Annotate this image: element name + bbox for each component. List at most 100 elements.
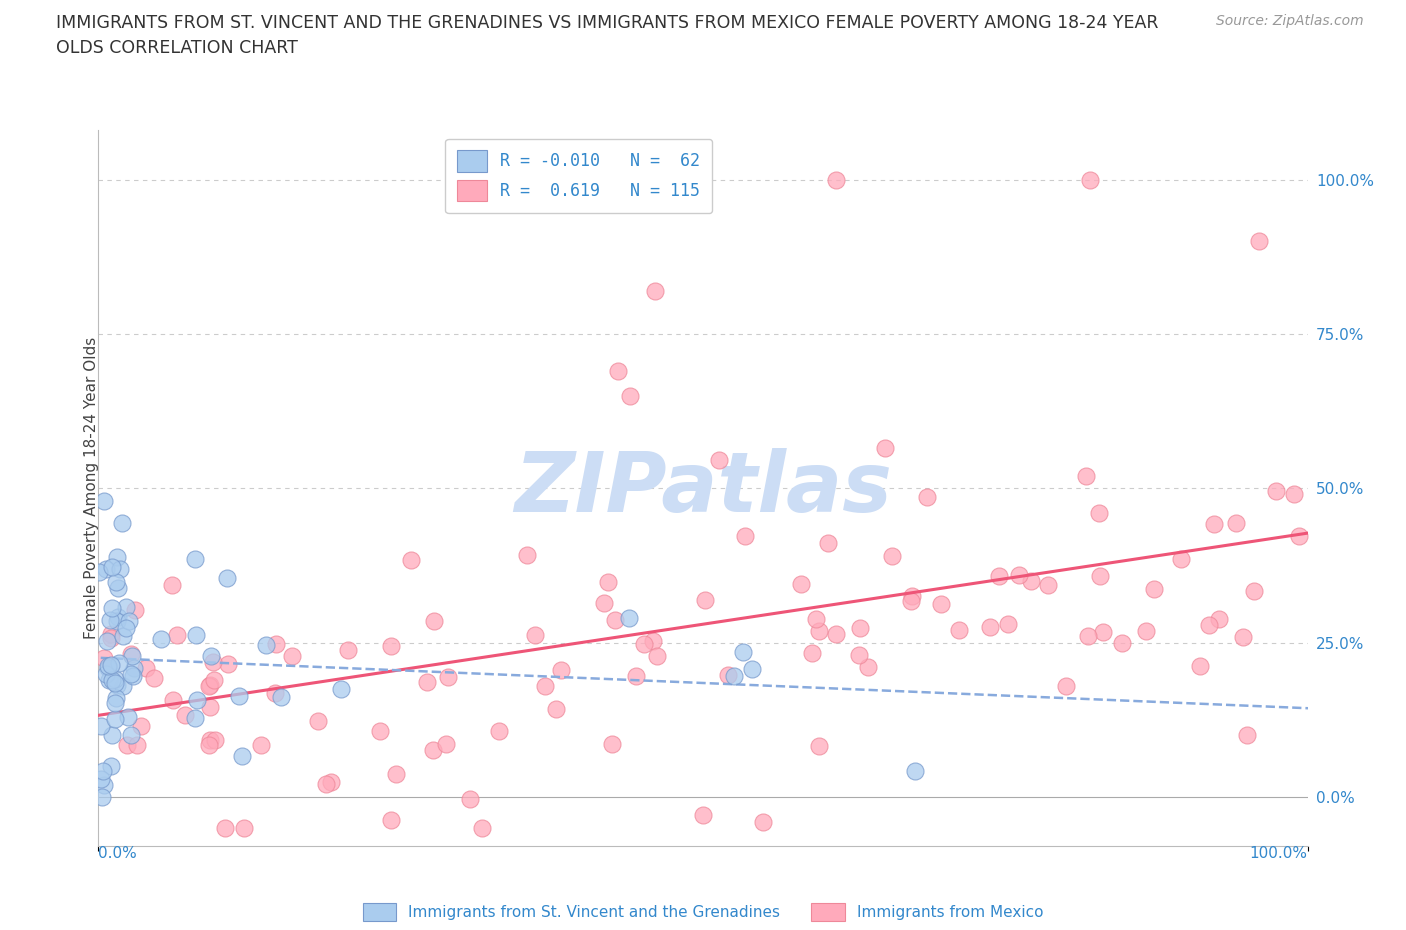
Point <box>550 662 572 677</box>
Point <box>111 515 134 530</box>
Point <box>104 711 127 726</box>
Point <box>1091 624 1114 639</box>
Point <box>380 639 402 654</box>
Point <box>741 662 763 677</box>
Point <box>307 713 329 728</box>
Point <box>107 581 129 596</box>
Point <box>1264 484 1286 498</box>
Point <box>997 617 1019 631</box>
Point <box>100 631 122 645</box>
Legend: Immigrants from St. Vincent and the Grenadines, Immigrants from Mexico: Immigrants from St. Vincent and the Gren… <box>357 897 1049 927</box>
Text: 0.0%: 0.0% <box>98 846 138 861</box>
Point <box>856 659 879 674</box>
Point <box>1008 568 1031 583</box>
Point <box>101 672 124 687</box>
Point <box>516 547 538 562</box>
Point <box>186 693 208 708</box>
Point <box>107 614 129 629</box>
Point <box>217 656 239 671</box>
Point <box>100 759 122 774</box>
Point <box>107 609 129 624</box>
Point <box>98 612 121 627</box>
Point <box>198 679 221 694</box>
Point <box>105 550 128 565</box>
Point <box>108 656 131 671</box>
Point <box>1088 568 1111 583</box>
Point <box>101 728 124 743</box>
Point <box>100 560 122 575</box>
Point <box>336 643 359 658</box>
Point <box>89 565 111 579</box>
Point <box>254 637 277 652</box>
Point <box>90 719 112 734</box>
Point <box>1111 635 1133 650</box>
Point <box>101 601 124 616</box>
Point <box>471 820 494 835</box>
Point <box>97 658 120 673</box>
Point <box>162 693 184 708</box>
Point <box>695 592 717 607</box>
Point <box>460 791 482 806</box>
Point <box>723 669 745 684</box>
Point <box>596 574 619 589</box>
Point <box>124 603 146 618</box>
Point <box>330 682 353 697</box>
Point <box>1142 581 1164 596</box>
Point <box>848 647 870 662</box>
Point <box>120 667 142 682</box>
Point <box>734 528 756 543</box>
Point <box>173 708 195 723</box>
Point <box>600 737 623 751</box>
Point <box>399 553 422 568</box>
Point <box>198 678 221 693</box>
Point <box>91 790 114 804</box>
Text: Source: ZipAtlas.com: Source: ZipAtlas.com <box>1216 14 1364 28</box>
Point <box>1243 583 1265 598</box>
Point <box>198 700 221 715</box>
Point <box>93 777 115 792</box>
Point <box>184 551 207 566</box>
Point <box>184 628 207 643</box>
Point <box>90 772 112 787</box>
Point <box>129 719 152 734</box>
Point <box>228 688 250 703</box>
Point <box>105 691 128 706</box>
Point <box>817 536 839 551</box>
Point <box>118 614 141 629</box>
Point <box>1078 172 1101 187</box>
Point <box>104 675 127 690</box>
Point <box>96 633 118 648</box>
Point <box>544 702 567 717</box>
Text: 100.0%: 100.0% <box>1250 846 1308 861</box>
Point <box>603 613 626 628</box>
Point <box>1232 630 1254 644</box>
Point <box>825 172 848 187</box>
Point <box>198 732 221 747</box>
Point <box>111 629 134 644</box>
Point <box>806 611 828 626</box>
Point <box>321 774 343 789</box>
Point <box>416 675 439 690</box>
Point <box>617 610 640 625</box>
Point <box>93 493 115 508</box>
Point <box>215 571 238 586</box>
Point <box>104 575 127 590</box>
Point <box>204 733 226 748</box>
Point <box>1236 728 1258 743</box>
Point <box>1077 629 1099 644</box>
Point <box>731 645 754 660</box>
Point <box>422 743 444 758</box>
Point <box>198 737 221 752</box>
Point <box>873 441 896 456</box>
Point <box>1202 517 1225 532</box>
Point <box>91 764 114 778</box>
Point <box>120 728 142 743</box>
Point <box>93 650 115 665</box>
Point <box>422 614 444 629</box>
Point <box>882 549 904 564</box>
Point <box>1198 618 1220 632</box>
Point <box>112 678 135 693</box>
Point <box>96 562 118 577</box>
Point <box>368 724 391 738</box>
Point <box>801 645 824 660</box>
